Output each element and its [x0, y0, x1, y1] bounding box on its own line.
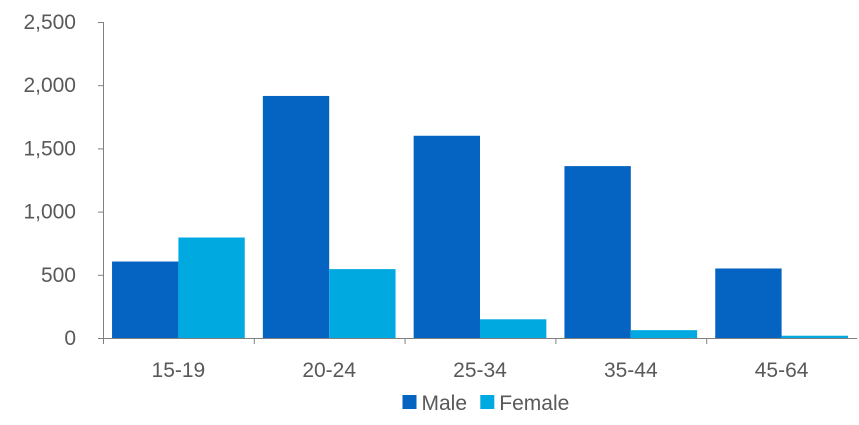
bar-male-35-44 [564, 166, 631, 338]
y-tick-label: 2,500 [23, 11, 76, 34]
bar-male-15-19 [112, 261, 179, 338]
x-axis-ticks: 15-19 20-24 25-34 35-44 45-64 [103, 338, 809, 382]
bar-female-25-34 [480, 319, 547, 338]
x-tick-label: 35-44 [604, 359, 658, 382]
legend-label-male: Male [422, 392, 468, 415]
bar-female-35-44 [630, 330, 698, 338]
legend-label-female: Female [499, 392, 569, 415]
bar-male-45-64 [715, 268, 782, 338]
x-tick-label: 15-19 [152, 359, 206, 382]
y-tick-label: 0 [64, 327, 76, 350]
y-tick-label: 500 [41, 264, 76, 287]
bar-female-20-24 [329, 269, 396, 338]
x-tick-label: 25-34 [453, 359, 507, 382]
y-tick-label: 1,500 [23, 137, 76, 160]
legend-swatch-female [480, 395, 495, 409]
bar-male-25-34 [413, 135, 480, 338]
y-tick-label: 1,000 [23, 201, 76, 224]
bar-female-45-64 [781, 335, 848, 338]
y-tick-label: 2,000 [23, 74, 76, 97]
bar-female-15-19 [178, 237, 245, 338]
bars [112, 95, 848, 338]
x-tick-label: 45-64 [755, 359, 809, 382]
bar-male-20-24 [262, 95, 330, 338]
legend: Male Female [402, 392, 569, 415]
y-axis-ticks: 0 500 1,000 1,500 2,000 2,500 [23, 11, 103, 350]
legend-swatch-male [402, 395, 417, 409]
x-tick-label: 20-24 [302, 359, 356, 382]
